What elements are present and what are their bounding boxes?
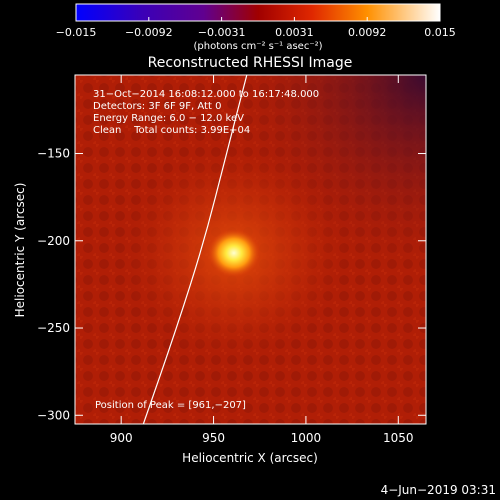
x-tick-label: 1050 xyxy=(383,431,414,445)
footer-date: 4−Jun−2019 03:31 xyxy=(381,483,496,497)
colorbar-tick-label: −0.0092 xyxy=(125,26,173,39)
colorbar xyxy=(75,3,441,22)
x-tick-label: 950 xyxy=(202,431,225,445)
emission-peak xyxy=(207,228,260,277)
colorbar-tick-label: 0.0031 xyxy=(275,26,314,39)
colorbar-tick-label: −0.0031 xyxy=(198,26,246,39)
y-axis-label: Heliocentric Y (arcsec) xyxy=(13,183,27,318)
heatmap-image xyxy=(75,75,426,424)
y-tick-label: −250 xyxy=(37,321,70,335)
annotation-energy: Energy Range: 6.0 − 12.0 keV xyxy=(93,113,244,124)
x-tick-label: 1000 xyxy=(291,431,322,445)
x-axis: 900 950 1000 1050 xyxy=(110,75,414,445)
y-axis: −150 −200 −250 −300 xyxy=(37,147,426,422)
colorbar-tick-label: −0.015 xyxy=(56,26,97,39)
colorbar-ticks xyxy=(75,17,441,21)
colorbar-unit-label: (photons cm⁻² s⁻¹ asec⁻²) xyxy=(193,41,322,52)
annotation-block: 31−Oct−2014 16:08:12.000 to 16:17:48.000… xyxy=(93,89,319,136)
solar-limb xyxy=(142,75,248,424)
annotation-time: 31−Oct−2014 16:08:12.000 to 16:17:48.000 xyxy=(93,89,319,100)
colorbar-tick-label: 0.0092 xyxy=(348,26,387,39)
annotation-clean: Clean Total counts: 3.99E+04 xyxy=(93,125,250,136)
y-tick-label: −300 xyxy=(37,408,70,422)
annotation-detectors: Detectors: 3F 6F 9F, Att 0 xyxy=(93,101,221,112)
chart-title: Reconstructed RHESSI Image xyxy=(148,55,353,71)
x-tick-label: 900 xyxy=(110,431,133,445)
colorbar-tick-label: 0.015 xyxy=(424,26,456,39)
colorbar-tick-labels: −0.015 −0.0092 −0.0031 0.0031 0.0092 0.0… xyxy=(56,26,456,39)
y-tick-label: −200 xyxy=(37,234,70,248)
peak-position-label: Position of Peak = [961,−207] xyxy=(95,400,246,411)
y-tick-label: −150 xyxy=(37,147,70,161)
plot-frame xyxy=(74,74,427,425)
x-axis-label: Heliocentric X (arcsec) xyxy=(182,451,318,465)
